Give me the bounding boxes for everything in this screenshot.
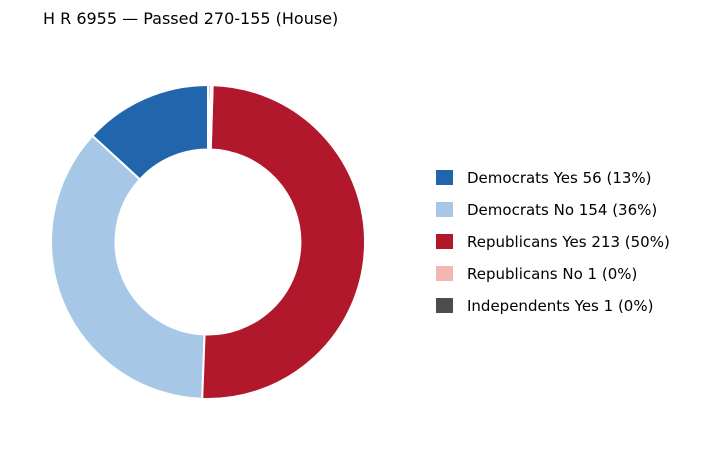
legend-item-republicans-yes: Republicans Yes 213 (50%) bbox=[436, 233, 670, 251]
legend-label: Democrats No 154 (36%) bbox=[467, 201, 657, 219]
donut-slices bbox=[50, 83, 366, 400]
slice-democrats-no bbox=[50, 134, 206, 400]
legend-swatch bbox=[436, 266, 453, 281]
legend-item-democrats-no: Democrats No 154 (36%) bbox=[436, 201, 657, 219]
legend-label: Republicans Yes 213 (50%) bbox=[467, 233, 670, 251]
legend-item-independents-yes: Independents Yes 1 (0%) bbox=[436, 297, 653, 315]
legend-label: Independents Yes 1 (0%) bbox=[467, 297, 653, 315]
legend-item-democrats-yes: Democrats Yes 56 (13%) bbox=[436, 169, 652, 187]
legend-swatch bbox=[436, 234, 453, 249]
slice-independents-yes bbox=[207, 83, 212, 151]
legend-swatch bbox=[436, 170, 453, 185]
legend-label: Republicans No 1 (0%) bbox=[467, 265, 637, 283]
chart-legend: Democrats Yes 56 (13%) Democrats No 154 (… bbox=[436, 169, 670, 315]
legend-swatch bbox=[436, 202, 453, 217]
chart-title: H R 6955 — Passed 270-155 (House) bbox=[43, 9, 338, 28]
slice-republicans-yes bbox=[201, 84, 366, 400]
legend-label: Democrats Yes 56 (13%) bbox=[467, 169, 652, 187]
legend-item-republicans-no: Republicans No 1 (0%) bbox=[436, 265, 637, 283]
legend-swatch bbox=[436, 298, 453, 313]
